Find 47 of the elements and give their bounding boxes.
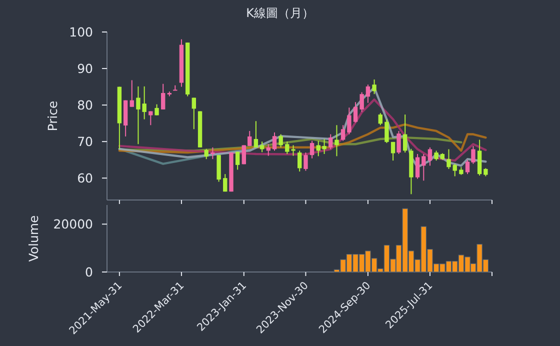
candlestick: [340, 124, 346, 142]
candlestick: [434, 150, 438, 162]
y-tick-label: 0: [85, 264, 94, 280]
candlestick: [192, 97, 196, 130]
candlestick: [223, 174, 228, 192]
candlestick: [477, 139, 482, 176]
candlestick: [378, 112, 382, 126]
candlestick: [278, 134, 283, 148]
y-tick-label: 80: [77, 98, 94, 113]
candlestick: [347, 107, 352, 135]
y-tick-label: 20000: [53, 216, 94, 232]
candlestick: [353, 102, 358, 124]
candlestick: [390, 141, 396, 162]
candlestick: [298, 150, 302, 172]
candlestick: [422, 153, 426, 182]
candlestick: [260, 141, 264, 153]
candlestick: [148, 110, 153, 126]
candlestick: [384, 118, 389, 144]
candlestick: [402, 114, 408, 154]
candlestick: [372, 78, 376, 95]
candlestick: [235, 151, 240, 170]
candlestick: [328, 134, 333, 150]
y-tick-label: 90: [77, 61, 94, 76]
chart-title: K線圖（月）: [246, 6, 314, 20]
y-tick-label: 100: [69, 24, 94, 40]
candlestick: [334, 124, 339, 157]
candlestick: [254, 120, 258, 148]
candlestick: [396, 130, 401, 154]
y-axis-title: Price: [45, 100, 60, 132]
y-tick-label: 70: [77, 134, 94, 150]
candlestick: [154, 104, 159, 116]
candlestick: [428, 146, 432, 166]
candlestick: [210, 146, 215, 160]
candlestick: [366, 84, 370, 104]
candlestick: [446, 148, 451, 170]
candlestick: [310, 140, 314, 159]
candlestick: [130, 80, 134, 108]
candlestick: [415, 153, 420, 180]
y-tick-label: 60: [77, 170, 94, 186]
line-series: [118, 123, 487, 154]
candlestick: [452, 163, 457, 177]
candlestick: [204, 148, 208, 160]
candlestick: [304, 152, 308, 172]
y-axis-title: Volume: [26, 214, 41, 262]
candlestick: [272, 132, 277, 152]
candlestick: [161, 83, 166, 110]
candlestick: [360, 92, 364, 112]
